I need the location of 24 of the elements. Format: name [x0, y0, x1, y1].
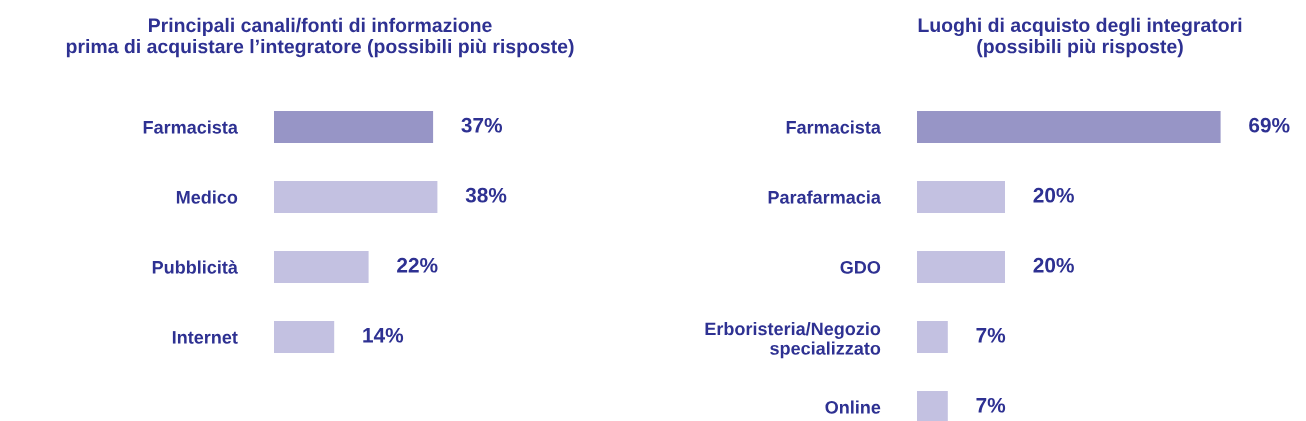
y-tick-label: GDO — [840, 260, 881, 274]
y-tick-label: Online — [825, 400, 881, 414]
y-tick-label: Farmacista — [786, 120, 882, 134]
y-tick-label: Farmacista — [143, 120, 239, 134]
data-label: 38% — [465, 187, 507, 203]
bar — [274, 180, 438, 214]
y-tick-label: Pubblicità — [152, 260, 238, 274]
data-label: 22% — [397, 257, 438, 273]
y-tick-label: Internet — [172, 331, 238, 344]
data-label: 7% — [976, 327, 1006, 343]
data-label: 20% — [1033, 257, 1074, 273]
data-label: 20% — [1033, 187, 1074, 203]
chart-title: Principali canali/fonti di informazione prima di acquistare l’integratore (possibili più risposte) — [66, 17, 574, 58]
y-tick-label: Medico — [176, 190, 238, 204]
data-label: 69% — [1249, 117, 1290, 133]
bar — [274, 110, 434, 144]
data-label: 14% — [363, 327, 404, 343]
data-label: 7% — [976, 397, 1006, 413]
bar — [274, 320, 335, 354]
bar — [274, 250, 369, 284]
y-tick-label: Erboristeria/Negozio specializzato — [705, 322, 881, 359]
data-label: 37% — [461, 117, 503, 133]
chart-title: Luoghi di acquisto degli integratori (possibili più risposte) — [918, 17, 1242, 58]
y-tick-label: Parafarmacia — [768, 190, 882, 204]
